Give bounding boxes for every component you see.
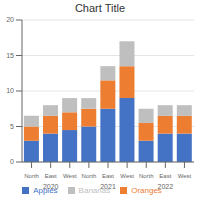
svg-text:15: 15: [8, 52, 14, 59]
svg-text:East: East: [45, 173, 57, 179]
svg-text:North: North: [139, 173, 154, 179]
svg-text:North: North: [82, 173, 97, 179]
svg-text:East: East: [159, 173, 171, 179]
svg-text:5: 5: [10, 123, 14, 130]
svg-text:2022: 2022: [158, 183, 174, 190]
svg-text:East: East: [102, 173, 114, 179]
svg-text:20: 20: [8, 16, 14, 23]
svg-text:North: North: [24, 173, 39, 179]
svg-text:West: West: [63, 173, 77, 179]
svg-text:West: West: [178, 173, 192, 179]
svg-text:2020: 2020: [43, 183, 59, 190]
svg-text:2021: 2021: [100, 183, 116, 190]
svg-text:West: West: [120, 173, 134, 179]
svg-text:0: 0: [10, 158, 14, 165]
svg-text:10: 10: [8, 87, 14, 94]
